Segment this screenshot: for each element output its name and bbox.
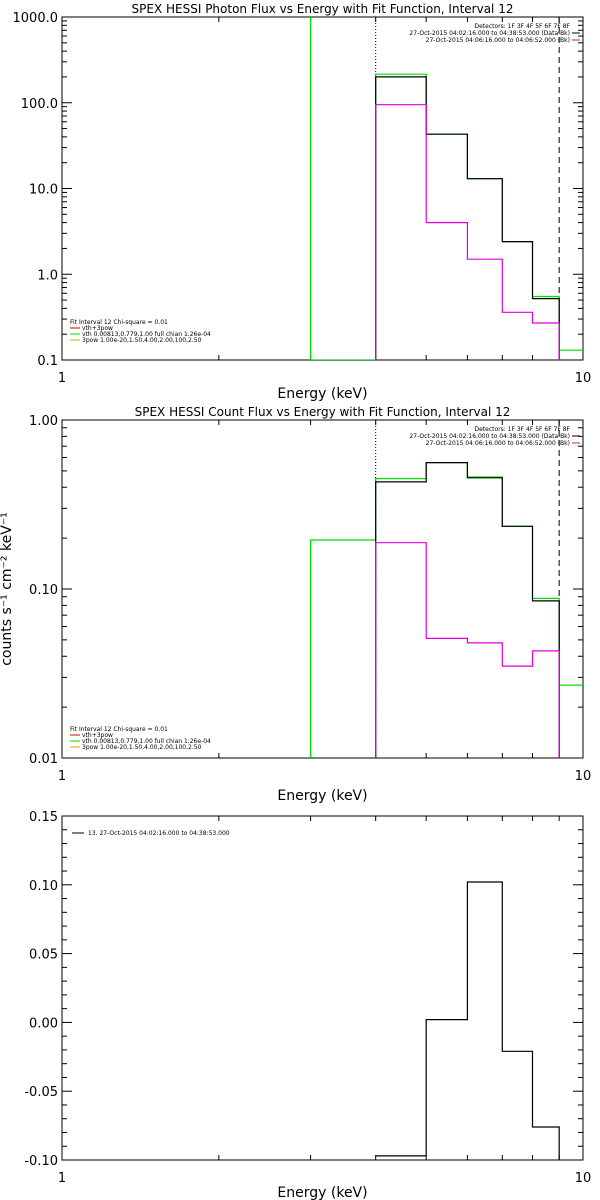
- panel-3-y-tick-label: -0.10: [24, 1154, 58, 1169]
- panel-1-legend-top-text: Detectors: 1F 3F 4F 5F 6F 7F 8F: [474, 23, 570, 30]
- panel-3-x-tick-label: 1: [58, 1171, 66, 1186]
- panel-2-y-tick-label: 0.01: [29, 752, 58, 767]
- panel-2-series-2-line: [375, 462, 560, 758]
- panel-1-legend-bottom-text: vth 0.00813,0.779,1.00 full chian 1.26e-…: [82, 331, 211, 338]
- panel-2-x-axis-label: Energy (keV): [277, 788, 367, 804]
- panel-1-series-3-line: [375, 104, 560, 360]
- panel-2-legend-bottom-text: 3pow 1.00e-20,1.50,4.00,2.00,100,2.50: [82, 744, 202, 751]
- panel-3-plot-frame: [61, 815, 584, 1161]
- panel-1-y-tick-label: 100.0: [21, 97, 58, 112]
- panel-1-plot-frame: [61, 16, 584, 361]
- panel-1-legend-bottom-text: 3pow 1.00e-20,1.50,4.00,2.00,100,2.50: [82, 337, 202, 344]
- panel-1-y-tick-label: 0.1: [37, 354, 58, 369]
- panel-2-series-1-line: [310, 462, 583, 758]
- panel-3-y-tick-label: 0.15: [29, 810, 58, 825]
- panel-2-y-axis-label: counts s⁻¹ cm⁻² keV⁻¹: [0, 512, 15, 666]
- panel-1-y-tick-label: 10.0: [29, 183, 58, 198]
- panel-2-legend-top-text: 27-Oct-2015 04:02:16.000 to 04:38:53.000…: [409, 433, 570, 440]
- panel-2-x-tick-label: 1: [58, 769, 66, 784]
- panel-3-x-axis-label: Energy (keV): [277, 1185, 367, 1200]
- panel-3-y-tick-label: 0.05: [29, 948, 58, 963]
- panel-2-legend-top-text: Detectors: 1F 3F 4F 5F 6F 7F 8F: [474, 426, 570, 433]
- panel-2-legend-bottom-text: vth+3pow: [82, 732, 113, 739]
- panel-2-legend-bottom-text: Fit Interval 12 Chi-square = 0.01: [70, 726, 168, 733]
- panel-2-chart-title: SPEX HESSI Count Flux vs Energy with Fit…: [135, 405, 511, 419]
- panel-1-legend-bottom-text: Fit Interval 12 Chi-square = 0.01: [70, 319, 168, 326]
- panel-3-series-1-line: [375, 881, 560, 1160]
- panel-1-x-axis-label: Energy (keV): [277, 386, 367, 402]
- panel-1-chart-title: SPEX HESSI Photon Flux vs Energy with Fi…: [132, 2, 514, 16]
- panel-2-x-tick-label: 10: [575, 769, 592, 784]
- panel-3-y-tick-label: 0.00: [29, 1016, 58, 1031]
- panel-1-legend-top-text: 27-Oct-2015 04:02:16.000 to 04:38:53.000…: [409, 30, 570, 37]
- panel-2-y-tick-label: 0.10: [29, 583, 58, 598]
- panel-3-y-tick-label: 0.10: [29, 879, 58, 894]
- panel-2-legend-top-text: 27-Oct-2015 04:06:16.000 to 04:06:52.000…: [426, 440, 570, 447]
- panel-3-x-tick-label: 10: [575, 1171, 592, 1186]
- panel-1-series-1-line: [310, 17, 583, 360]
- panel-2-series-3-line: [375, 542, 560, 758]
- panel-1-y-tick-label: 1000.0: [13, 11, 59, 26]
- panel-3-y-tick-label: -0.05: [24, 1085, 58, 1100]
- panel-1-legend-bottom-text: vth+3pow: [82, 325, 113, 332]
- panel-1-x-tick-label: 10: [575, 371, 592, 386]
- panel-1-y-tick-label: 1.0: [37, 268, 58, 283]
- panel-3-legend-text: 13. 27-Oct-2015 04:02:16.000 to 04:38:53…: [88, 830, 230, 837]
- panel-1-x-tick-label: 1: [58, 371, 66, 386]
- panel-2-plot-frame: [61, 419, 584, 759]
- panel-2-legend-bottom-text: vth 0.00813,0.779,1.00 full chian 1.26e-…: [82, 738, 211, 745]
- panel-2-y-tick-label: 1.00: [29, 414, 58, 429]
- panel-1-legend-top-text: 27-Oct-2015 04:06:16.000 to 04:06:52.000…: [426, 37, 570, 44]
- panel-1-series-2-line: [375, 76, 560, 360]
